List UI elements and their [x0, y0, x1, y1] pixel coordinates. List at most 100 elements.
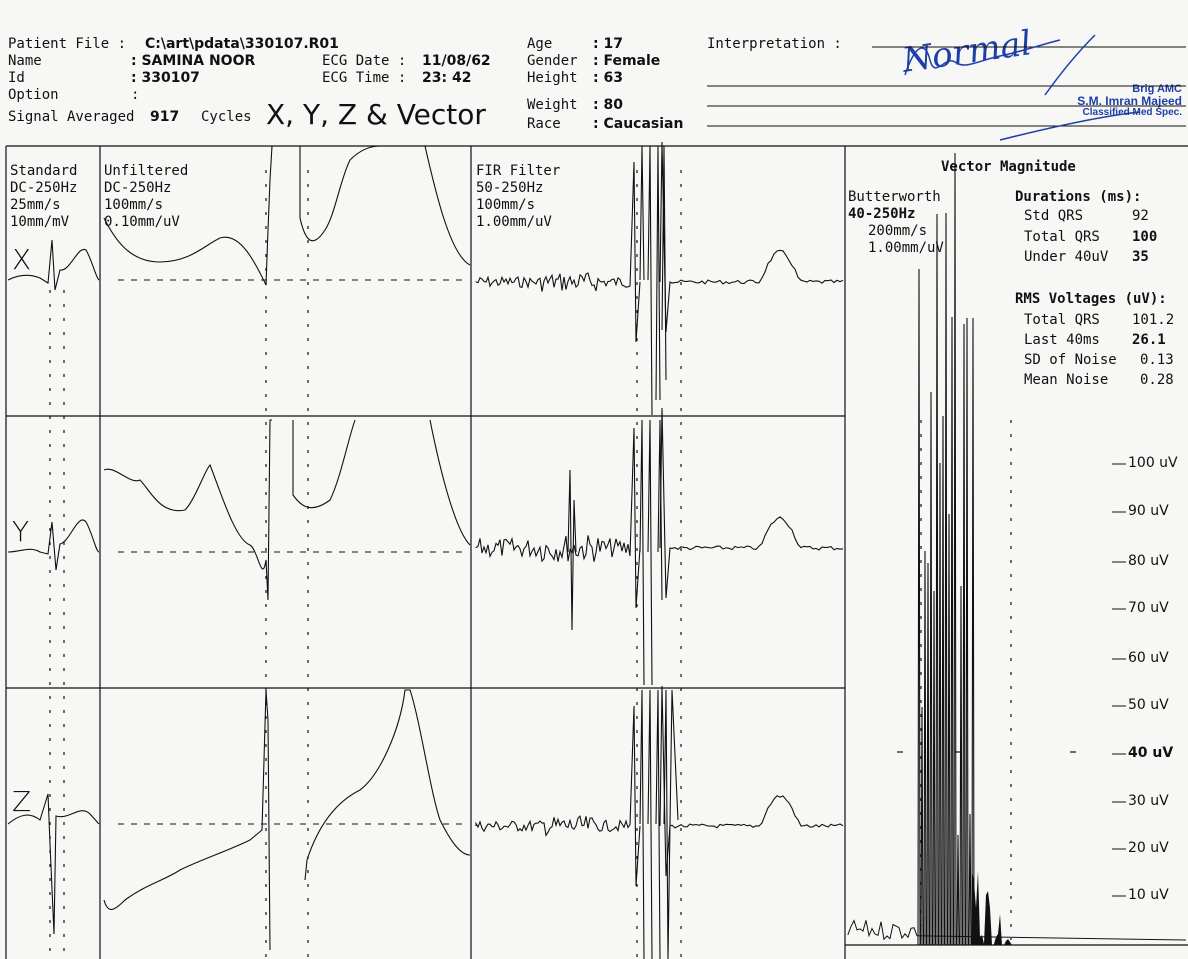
scale-ticks	[1112, 463, 1126, 897]
standard-line-3: 25mm/s	[10, 197, 61, 213]
rms-total-value: 101.2	[1132, 312, 1175, 328]
scale-label-10: 10 uV	[1128, 887, 1169, 903]
unfiltered-panel-header: Unfiltered DC-250Hz 100mm/s 0.10mm/uV	[104, 163, 188, 231]
signal-prefix: Signal Averaged	[8, 109, 135, 125]
scale-label-100: 100 uV	[1128, 455, 1178, 471]
race-label: Race	[527, 116, 561, 132]
standard-line-2: DC-250Hz	[10, 180, 78, 196]
scale-label-40: 40 uV	[1128, 745, 1174, 761]
unfiltered-trace-x	[103, 145, 471, 286]
scale-label-30: 30 uV	[1128, 793, 1169, 809]
vector-magnitude-trace	[847, 152, 1187, 946]
unfiltered-trace-y	[103, 419, 471, 601]
age-label: Age	[527, 36, 553, 52]
standard-line-1: Standard	[10, 163, 78, 179]
stamp-line-2: S.M. Imran Majeed	[1077, 94, 1182, 108]
ecg-time-value: 23: 42	[422, 70, 472, 86]
unfiltered-line-1: Unfiltered	[104, 163, 189, 179]
vector-late-potential-fill	[972, 870, 1012, 945]
patient-file-value: C:\art\pdata\330107.R01	[145, 36, 339, 52]
fir-spikes-z	[639, 689, 679, 959]
name-value: : SAMINA NOOR	[131, 53, 256, 69]
butterworth-line-2: 40-250Hz	[848, 206, 916, 222]
interpretation-label: Interpretation :	[707, 36, 842, 52]
interpretation-lines	[707, 46, 1186, 127]
age-value: : 17	[593, 36, 623, 52]
butterworth-panel-header: Butterworth 40-250Hz 200mm/s 1.00mm/uV	[848, 189, 944, 257]
fir-panel-header: FIR Filter 50-250Hz 100mm/s 1.00mm/uV	[476, 163, 560, 231]
id-value: : 330107	[131, 70, 200, 86]
scale-label-60: 60 uV	[1128, 650, 1169, 666]
total-qrs-value: 100	[1132, 229, 1158, 245]
standard-trace-z	[7, 793, 100, 935]
scale-label-20: 20 uV	[1128, 840, 1169, 856]
fir-trace-y	[475, 407, 844, 609]
weight-label: Weight	[527, 97, 578, 113]
option-value: :	[131, 87, 140, 103]
id-label: Id	[8, 70, 25, 86]
butterworth-line-1: Butterworth	[848, 189, 941, 205]
signal-suffix: Cycles	[201, 109, 252, 125]
patient-file-label: Patient File :	[8, 36, 127, 52]
under40-value: 35	[1132, 249, 1149, 265]
mean-noise-label: Mean Noise	[1024, 372, 1109, 388]
std-qrs-value: 92	[1132, 208, 1149, 224]
vector-noise-trace	[847, 919, 1187, 941]
total-qrs-label: Total QRS	[1024, 229, 1100, 245]
race-value: : Caucasian	[593, 116, 684, 132]
mean-noise-value: 0.28	[1140, 372, 1174, 388]
lead-y-label: Y	[12, 515, 30, 548]
lead-z-label: Z	[12, 785, 32, 818]
fir-trace-z	[475, 685, 844, 887]
vector-qrs-spikes	[917, 152, 975, 946]
ecg-time-label: ECG Time :	[322, 70, 407, 86]
standard-trace-x	[7, 239, 100, 291]
fir-line-4: 1.00mm/uV	[476, 214, 552, 230]
ecg-date-value: 11/08/62	[422, 53, 491, 69]
vector-title: Vector Magnitude	[941, 159, 1076, 175]
durations-title: Durations (ms):	[1015, 189, 1142, 205]
signature	[904, 34, 1141, 141]
scale-label-70: 70 uV	[1128, 600, 1169, 616]
traces	[7, 141, 844, 959]
last40-label: Last 40ms	[1024, 332, 1100, 348]
unfiltered-trace-z	[103, 689, 471, 951]
signal-cycles: 917	[150, 109, 180, 125]
gender-value: : Female	[593, 53, 661, 69]
height-label: Height	[527, 70, 578, 86]
weight-value: : 80	[593, 97, 623, 113]
marker-lines	[49, 170, 1012, 959]
butterworth-line-3: 200mm/s	[868, 223, 928, 239]
rms-total-label: Total QRS	[1024, 312, 1100, 328]
grid-frame	[5, 145, 1188, 959]
fir-spikes-x	[639, 145, 667, 416]
fir-line-3: 100mm/s	[476, 197, 536, 213]
ecg-date-label: ECG Date :	[322, 53, 407, 69]
standard-trace-y	[7, 519, 100, 571]
lead-x-label: X	[12, 243, 32, 276]
fir-line-1: FIR Filter	[476, 163, 561, 179]
rms-title: RMS Voltages (uV):	[1015, 291, 1167, 307]
scale-label-90: 90 uV	[1128, 503, 1169, 519]
scale-label-50: 50 uV	[1128, 697, 1169, 713]
sd-noise-value: 0.13	[1140, 352, 1174, 368]
butterworth-line-4: 1.00mm/uV	[868, 240, 944, 256]
option-label: Option	[8, 87, 59, 103]
fir-spikes-y	[567, 419, 663, 686]
std-qrs-label: Std QRS	[1024, 208, 1084, 224]
name-label: Name	[8, 53, 42, 69]
last40-value: 26.1	[1132, 332, 1166, 348]
fir-trace-x	[475, 141, 844, 343]
height-value: : 63	[593, 70, 623, 86]
fir-line-2: 50-250Hz	[476, 180, 544, 196]
signal-title: X, Y, Z & Vector	[266, 98, 486, 131]
gender-label: Gender	[527, 53, 578, 69]
sd-noise-label: SD of Noise	[1024, 352, 1117, 368]
standard-line-4: 10mm/mV	[10, 214, 70, 230]
unfiltered-line-3: 100mm/s	[104, 197, 164, 213]
baselines	[118, 279, 462, 825]
standard-panel-header: Standard DC-250Hz 25mm/s 10mm/mV	[10, 163, 77, 231]
under40-label: Under 40uV	[1024, 249, 1109, 265]
unfiltered-line-2: DC-250Hz	[104, 180, 172, 196]
